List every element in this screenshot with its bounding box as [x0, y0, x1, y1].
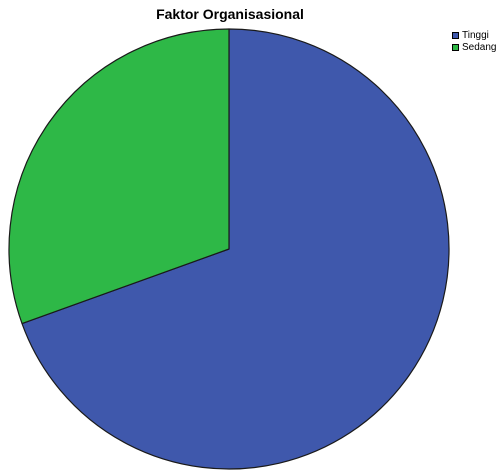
- chart-title: Faktor Organisasional: [156, 6, 304, 22]
- legend-label-tinggi: Tinggi: [462, 30, 489, 41]
- legend-swatch-sedang: [452, 44, 459, 51]
- chart-legend: Tinggi Sedang: [452, 30, 496, 54]
- legend-item-sedang: Sedang: [452, 42, 496, 53]
- pie-slice-tinggi: [21, 28, 450, 470]
- pie-slice-sedang: [8, 28, 230, 325]
- legend-label-sedang: Sedang: [462, 42, 497, 53]
- legend-item-tinggi: Tinggi: [452, 30, 496, 41]
- legend-swatch-tinggi: [452, 32, 459, 39]
